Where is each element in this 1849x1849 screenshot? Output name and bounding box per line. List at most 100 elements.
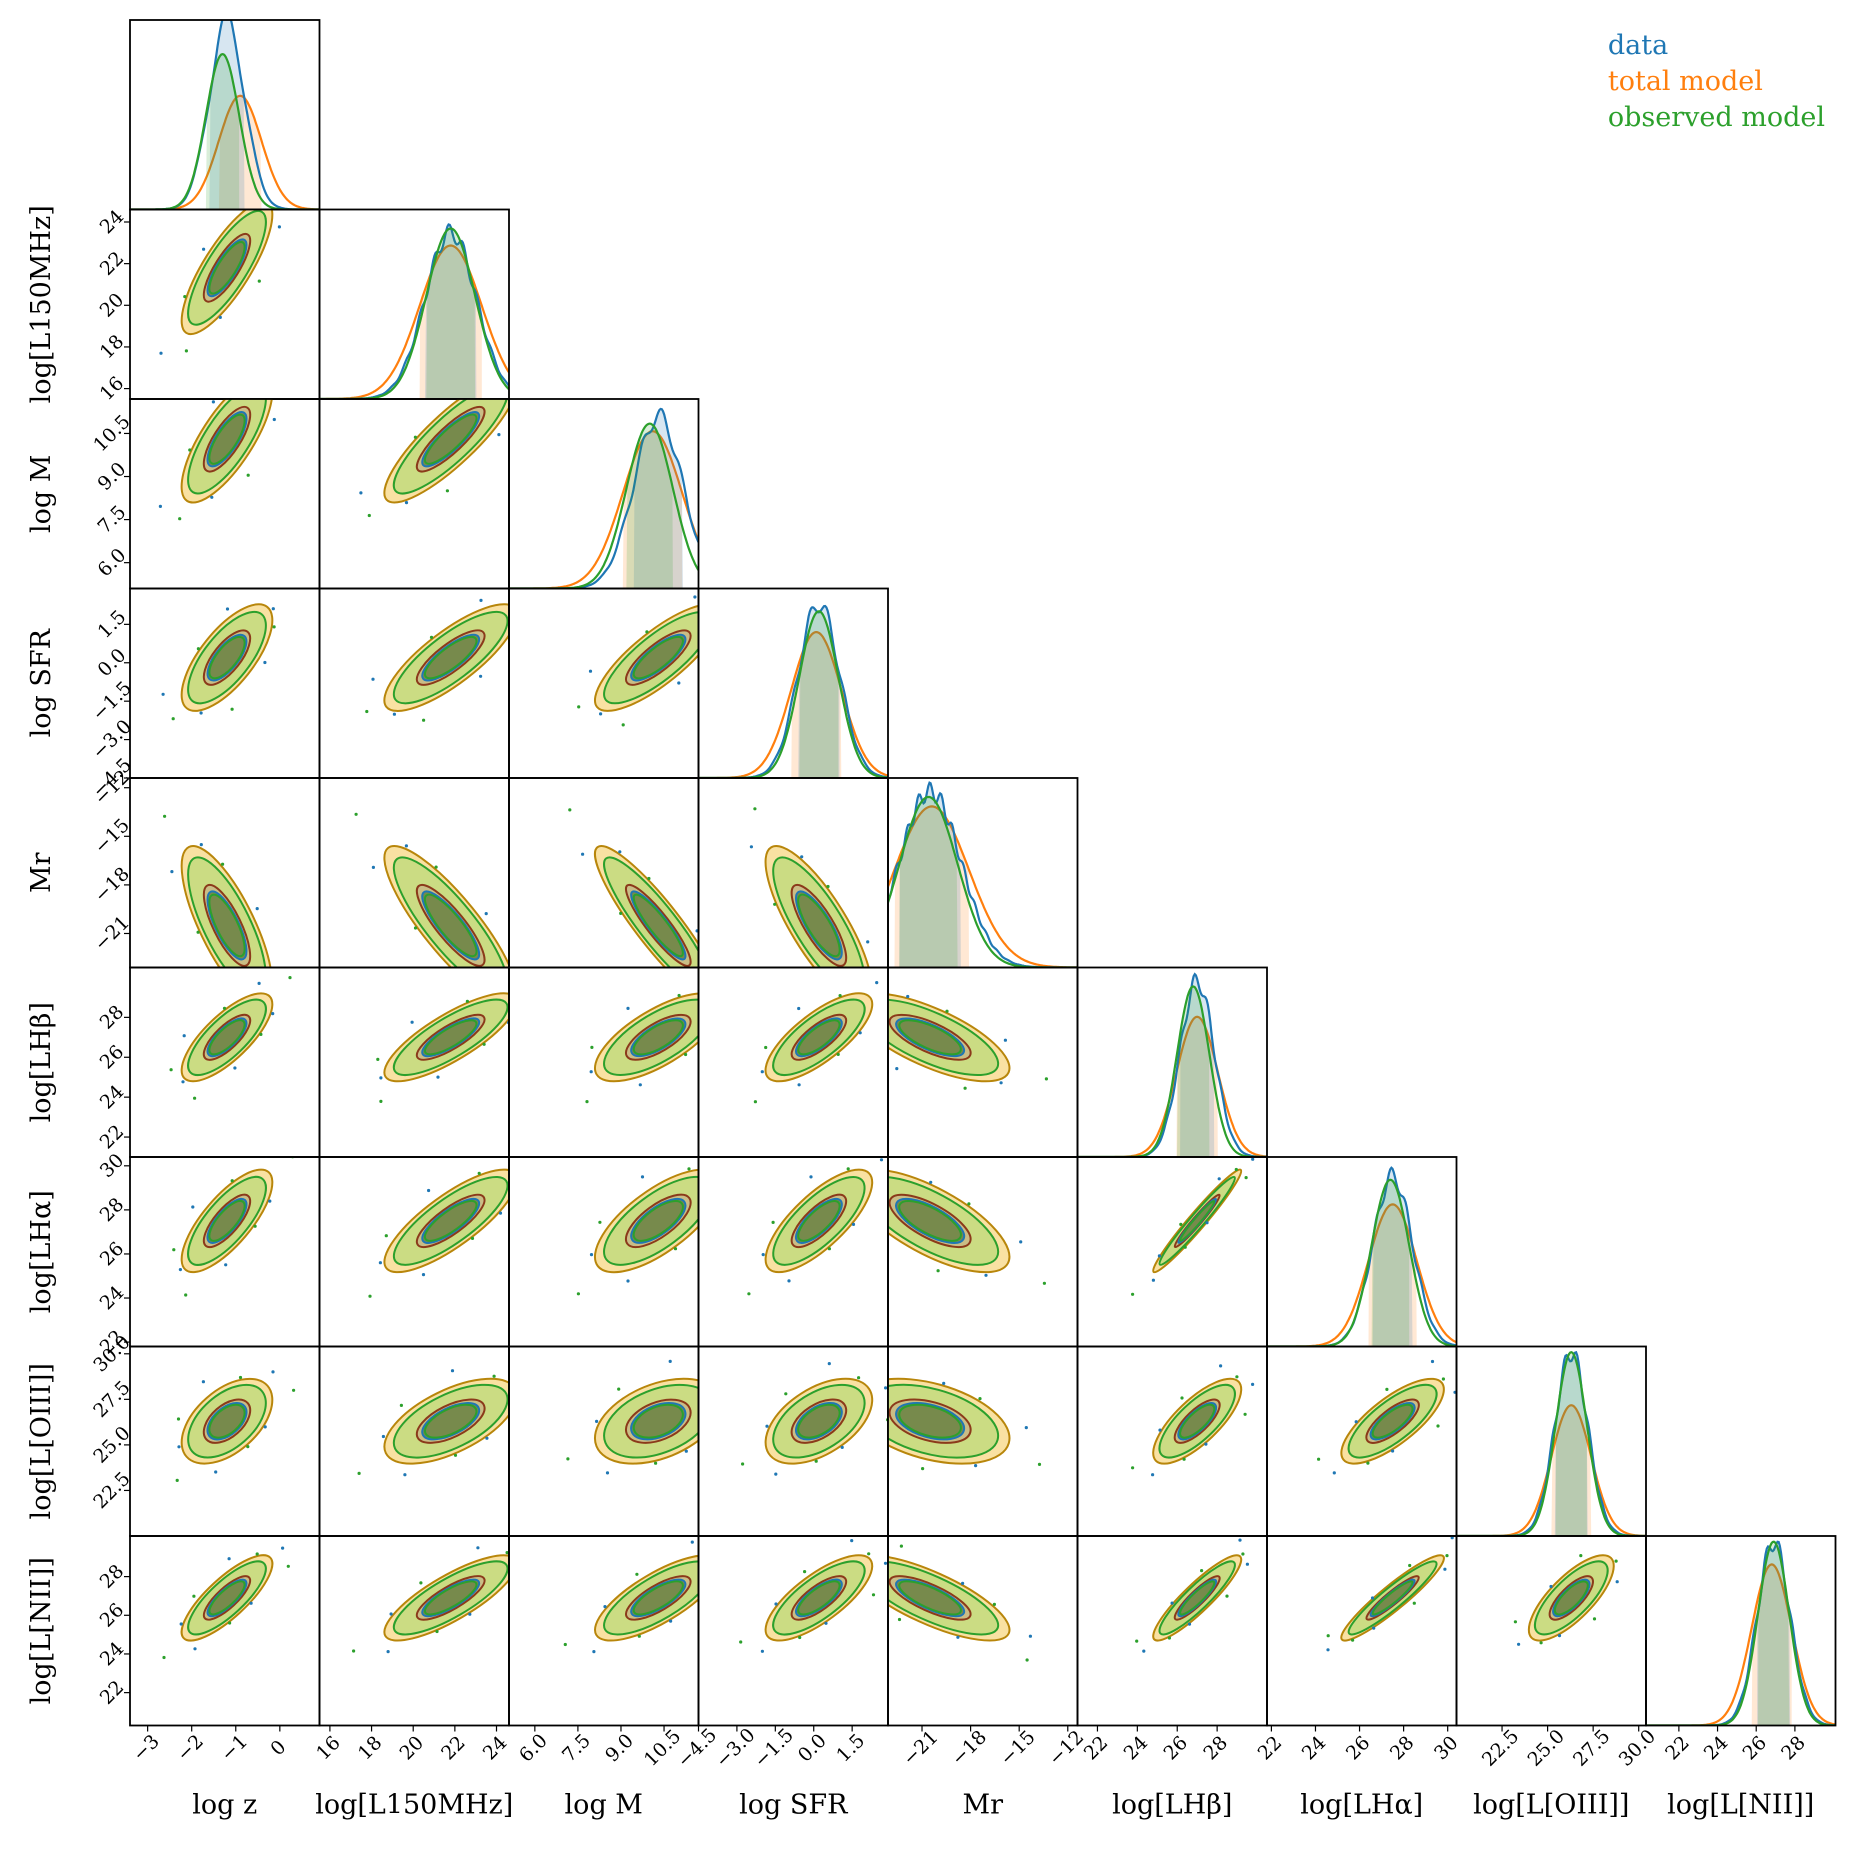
y-axis-label: log[L150MHz] <box>26 205 57 403</box>
outlier-point <box>517 347 520 350</box>
outlier-point <box>477 1171 481 1175</box>
outlier-point <box>1019 1240 1023 1244</box>
outlier-point <box>809 1175 813 1179</box>
outlier-point <box>184 349 188 353</box>
outlier-point <box>214 1470 218 1474</box>
outlier-point <box>1234 1167 1238 1172</box>
outlier-point <box>1539 1641 1543 1645</box>
outlier-point <box>618 850 622 854</box>
outlier-point <box>1241 1552 1245 1556</box>
x-tick-label: 26 <box>1738 1732 1771 1765</box>
panel-LNII-vs-logz: 22 24 26 28 log[L[NII]] −3 −2 −1 0 log z <box>26 1535 321 1821</box>
outlier-point <box>576 1292 581 1296</box>
outlier-point <box>874 1358 877 1361</box>
contour-inner-observed <box>898 1019 962 1056</box>
x-tick-label: 9.0 <box>601 1730 638 1767</box>
x-tick-label: 28 <box>1777 1732 1810 1765</box>
outlier-point <box>598 1220 602 1224</box>
outlier-point <box>252 353 255 356</box>
x-tick-label: −3 <box>129 1730 164 1765</box>
outlier-point <box>852 1446 855 1449</box>
contour-inner-observed <box>423 635 478 680</box>
outlier-point <box>857 1376 861 1380</box>
outlier-point <box>668 1359 672 1363</box>
panel-LNII-vs-LHb: 22 24 26 28 log[LHβ] <box>1076 1535 1268 1821</box>
contour-inner-observed <box>898 1580 962 1616</box>
outlier-point <box>450 1369 455 1373</box>
outlier-point <box>563 1642 567 1647</box>
contour-inner-data <box>421 1402 481 1441</box>
outlier-point <box>568 808 572 812</box>
outlier-point <box>748 1178 751 1181</box>
marginal-curve-observed-model <box>698 610 888 778</box>
outlier-point <box>161 692 165 696</box>
outlier-point <box>470 1236 475 1240</box>
x-tick-label: 0.0 <box>794 1730 831 1767</box>
y-tick-label: 26 <box>96 1599 129 1632</box>
outlier-point <box>1391 1449 1395 1453</box>
contour-inner-observed <box>1553 1580 1589 1616</box>
panel-LOIII-vs-Mr <box>852 1345 1079 1537</box>
outlier-point <box>404 844 408 848</box>
outlier-point <box>163 814 167 818</box>
outlier-point <box>253 1224 257 1228</box>
outlier-point <box>1408 1563 1412 1568</box>
outlier-point <box>603 1605 607 1609</box>
outlier-point <box>461 997 464 1000</box>
outlier-point <box>435 1629 439 1634</box>
outlier-point <box>547 983 550 986</box>
outlier-point <box>453 1453 458 1457</box>
x-tick-label: −3.0 <box>711 1724 759 1772</box>
outlier-point <box>773 902 777 906</box>
outlier-point <box>222 1006 227 1010</box>
outlier-point <box>181 1080 185 1084</box>
outlier-point <box>798 969 801 972</box>
outlier-point <box>566 1457 570 1461</box>
outlier-point <box>259 1032 263 1036</box>
outlier-point <box>1443 1567 1447 1571</box>
contour-inner-observed <box>797 893 841 958</box>
outlier-point <box>963 1086 967 1090</box>
marginal-band-total-model <box>1551 1405 1592 1536</box>
contour-inner-observed <box>1371 1580 1414 1616</box>
outlier-point <box>626 1279 630 1283</box>
contour-inner-observed <box>797 1200 841 1242</box>
panel-LOIII-vs-LHa <box>1266 1345 1458 1537</box>
panel-LHb-vs-Mr <box>887 966 1079 1158</box>
panel-LHa-vs-Mr <box>887 1156 1079 1348</box>
outlier-point <box>956 1635 960 1639</box>
x-tick-label: 26 <box>1342 1732 1375 1765</box>
contour-inner-observed <box>898 1200 962 1242</box>
outlier-point <box>202 247 206 251</box>
x-tick-label: −2 <box>173 1730 208 1765</box>
outlier-point <box>588 669 593 673</box>
contour-inner-data <box>206 238 248 298</box>
outlier-point <box>484 912 488 916</box>
outlier-point <box>246 1445 250 1449</box>
outlier-point <box>267 372 270 375</box>
outlier-point <box>257 279 261 283</box>
panel-Mr-vs-SFR <box>697 777 889 972</box>
marginal-curve-observed-model <box>509 422 699 589</box>
outlier-point <box>677 993 681 998</box>
outlier-point <box>899 1544 904 1548</box>
outlier-point <box>492 1374 496 1378</box>
outlier-point <box>866 940 870 944</box>
outlier-point <box>1219 1364 1223 1368</box>
outlier-point <box>210 495 214 499</box>
contour-inner-observed <box>423 893 478 958</box>
outlier-point <box>1205 1221 1209 1225</box>
outlier-point <box>413 435 417 439</box>
y-axis-label: log[LHα] <box>26 1190 57 1313</box>
outlier-point <box>704 1378 707 1381</box>
outlier-point <box>1042 1281 1046 1285</box>
outlier-point <box>176 1417 181 1421</box>
outlier-point <box>1235 1375 1239 1379</box>
outlier-point <box>367 513 371 518</box>
y-tick-label: 22 <box>96 1121 129 1154</box>
outlier-point <box>255 907 259 911</box>
outlier-point <box>288 976 292 980</box>
contour-inner-observed <box>208 635 246 680</box>
outlier-point <box>1217 1177 1221 1181</box>
